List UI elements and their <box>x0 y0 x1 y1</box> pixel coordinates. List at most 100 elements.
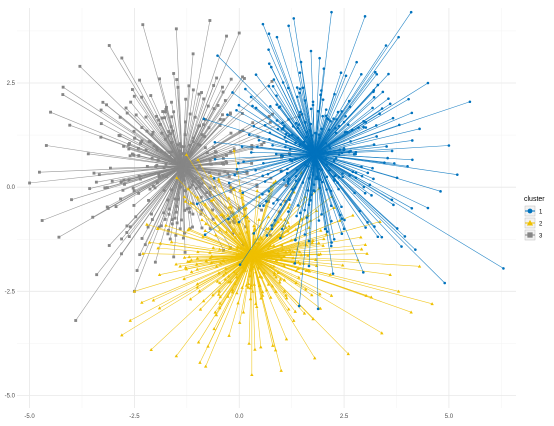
data-point <box>178 142 182 146</box>
data-point <box>244 240 248 245</box>
spoke-line <box>251 255 321 309</box>
spoke-line <box>134 255 252 292</box>
spoke-line <box>171 116 183 167</box>
spoke-line <box>182 166 233 235</box>
spoke-line <box>314 126 364 155</box>
data-point <box>360 174 364 178</box>
data-point <box>149 94 153 97</box>
x-tick-label: -2.5 <box>129 414 140 420</box>
data-point <box>318 252 323 256</box>
data-point <box>306 164 309 168</box>
data-point <box>201 299 206 303</box>
data-point <box>213 141 217 144</box>
spoke-line <box>314 153 398 229</box>
spoke-line <box>182 166 269 202</box>
data-point <box>158 77 162 81</box>
data-point <box>150 133 154 137</box>
spoke-line <box>308 153 316 205</box>
data-point <box>293 158 297 161</box>
spoke-line <box>239 190 253 256</box>
data-point <box>241 269 246 273</box>
data-point <box>284 225 288 229</box>
data-point <box>301 86 305 90</box>
data-point <box>339 71 343 75</box>
spoke-line <box>314 107 373 155</box>
data-point <box>195 256 200 260</box>
data-point <box>191 179 195 183</box>
data-point <box>254 241 258 245</box>
data-point <box>443 281 447 285</box>
spoke-line <box>314 153 413 161</box>
data-point <box>354 150 358 154</box>
data-point <box>145 129 149 133</box>
data-point <box>303 208 306 212</box>
data-point <box>140 139 144 143</box>
data-point <box>161 174 165 178</box>
data-point <box>163 110 167 114</box>
data-point <box>157 306 162 310</box>
spoke-line <box>253 153 315 234</box>
data-point <box>262 141 266 144</box>
spoke-line <box>182 136 259 167</box>
data-point <box>312 189 316 192</box>
data-point <box>286 167 289 171</box>
data-point <box>155 114 158 118</box>
spoke-line <box>182 116 270 167</box>
spoke-line <box>58 166 183 238</box>
data-point <box>182 277 186 281</box>
data-point <box>285 172 289 175</box>
data-point <box>312 153 315 156</box>
data-point <box>312 183 316 186</box>
data-point <box>120 237 124 241</box>
x-tick-label: -5.0 <box>24 414 35 420</box>
spoke-line <box>251 254 302 257</box>
data-point <box>144 148 148 152</box>
data-point <box>241 202 245 206</box>
data-point <box>328 146 332 150</box>
data-point <box>283 199 287 203</box>
data-point <box>287 307 291 311</box>
data-point <box>136 146 140 150</box>
data-point <box>310 134 314 137</box>
data-point <box>253 237 258 241</box>
data-point <box>287 24 290 28</box>
data-point <box>252 232 256 235</box>
spoke-line <box>251 188 320 257</box>
data-point <box>269 65 273 69</box>
spoke-line <box>314 153 328 177</box>
spoke-line <box>205 255 253 367</box>
data-point <box>236 245 240 249</box>
data-point <box>294 179 298 183</box>
data-point <box>307 239 311 243</box>
data-point <box>378 112 381 116</box>
data-point <box>384 44 388 47</box>
spoke-line <box>251 235 278 257</box>
data-point <box>296 95 299 99</box>
spoke-line <box>130 255 252 321</box>
spoke-line <box>173 111 183 167</box>
data-point <box>187 84 191 88</box>
data-point <box>259 345 263 349</box>
data-point <box>322 67 326 70</box>
data-point <box>182 145 186 149</box>
data-point <box>299 217 304 221</box>
data-point <box>191 88 195 92</box>
data-point <box>371 106 374 110</box>
data-point <box>318 186 322 190</box>
data-point <box>281 121 284 124</box>
data-point <box>240 285 244 289</box>
data-point <box>364 293 368 297</box>
data-point <box>376 235 380 239</box>
data-point <box>299 60 303 64</box>
data-point <box>242 160 245 163</box>
data-point <box>305 135 308 139</box>
data-point <box>101 100 105 104</box>
data-point <box>320 89 323 92</box>
data-point <box>183 231 187 235</box>
data-point <box>341 175 345 179</box>
data-point <box>247 133 251 137</box>
data-point <box>228 221 232 225</box>
spoke-line <box>75 166 183 321</box>
data-point <box>200 208 204 212</box>
data-point <box>215 279 220 283</box>
